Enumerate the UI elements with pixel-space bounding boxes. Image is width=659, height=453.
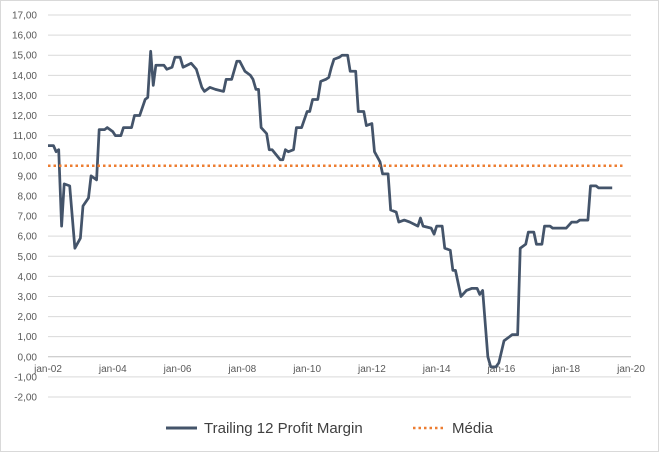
y-tick-label: 6,00 <box>18 232 38 243</box>
x-tick-label: jan-12 <box>357 364 386 375</box>
series-line-profit-margin <box>48 49 613 369</box>
y-tick-label: 13,00 <box>12 91 37 102</box>
y-tick-label: 9,00 <box>18 171 38 182</box>
x-tick-label: jan-06 <box>163 364 192 375</box>
y-tick-label: 2,00 <box>18 312 38 323</box>
y-tick-label: 8,00 <box>18 191 38 202</box>
legend-label-media: Média <box>452 420 494 437</box>
y-tick-label: 16,00 <box>12 31 37 42</box>
y-tick-label: 3,00 <box>18 292 38 303</box>
legend: Trailing 12 Profit Margin Média <box>166 420 494 437</box>
x-tick-label: jan-04 <box>98 364 127 375</box>
legend-label-profit-margin: Trailing 12 Profit Margin <box>204 420 363 437</box>
y-tick-label: 4,00 <box>18 272 38 283</box>
gridlines <box>48 14 631 398</box>
y-tick-label: 17,00 <box>12 11 37 22</box>
y-tick-label: 5,00 <box>18 252 38 263</box>
y-tick-label: 12,00 <box>12 111 37 122</box>
series-layer <box>48 49 625 369</box>
x-tick-label: jan-10 <box>292 364 321 375</box>
x-tick-label: jan-08 <box>227 364 256 375</box>
y-tick-label: 11,00 <box>13 131 38 142</box>
y-axis-tick-labels: 17,00 16,00 15,00 14,00 13,00 12,00 11,00 10,00… <box>12 11 37 404</box>
y-tick-label: 14,00 <box>12 71 37 82</box>
x-axis-tick-labels: jan-02 jan-04 jan-06 jan-08 jan-10 jan-12 jan-… <box>33 364 645 375</box>
y-tick-label: 0,00 <box>18 352 38 363</box>
y-tick-label: 7,00 <box>18 212 38 223</box>
y-tick-label: -2,00 <box>14 393 37 404</box>
y-tick-label: 15,00 <box>12 51 37 62</box>
x-tick-label: jan-16 <box>487 364 516 375</box>
y-tick-label: 10,00 <box>12 151 37 162</box>
y-tick-label: -1,00 <box>14 372 37 383</box>
x-tick-label: jan-20 <box>616 364 645 375</box>
y-tick-label: 1,00 <box>18 332 38 343</box>
x-tick-label: jan-18 <box>551 364 580 375</box>
x-tick-label: jan-02 <box>33 364 62 375</box>
x-tick-label: jan-14 <box>422 364 451 375</box>
